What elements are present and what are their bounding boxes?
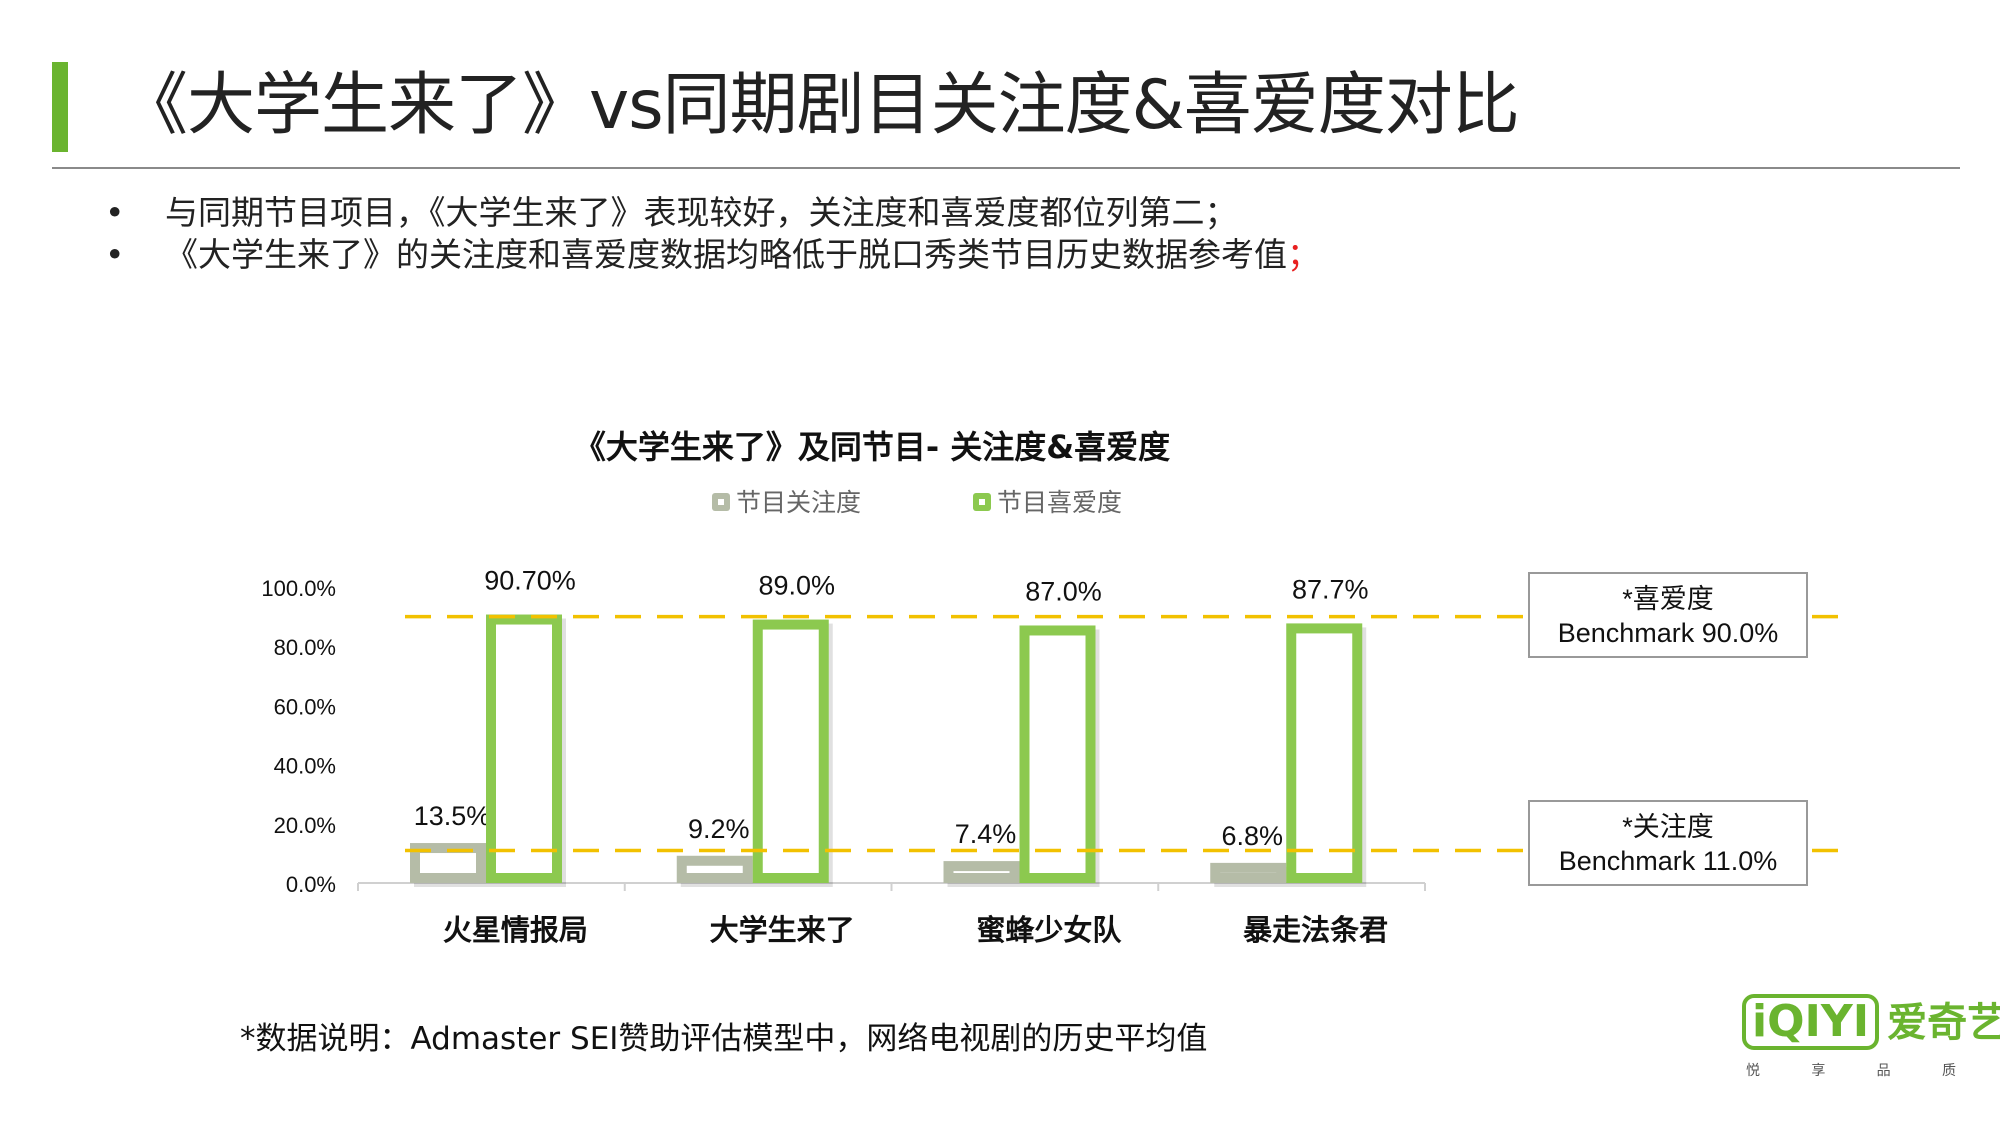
iqiyi-logo: iQIYI 爱奇艺 悦 享 品 质 bbox=[1742, 990, 2000, 1090]
bar bbox=[410, 843, 486, 883]
bullet-text: 《大学生来了》的关注度和喜爱度数据均略低于脱口秀类节目历史数据参考值 bbox=[165, 235, 1287, 274]
x-tick-label: 火星情报局 bbox=[443, 913, 588, 947]
benchmark-label: *关注度 bbox=[1622, 812, 1714, 842]
slogan-char: 质 bbox=[1941, 1063, 1956, 1079]
benchmark-box-liking: *喜爱度 Benchmark 90.0% bbox=[1528, 572, 1808, 658]
logo-mark: iQIYI 爱奇艺 bbox=[1742, 990, 2000, 1050]
data-label: 87.7% bbox=[1292, 574, 1369, 604]
bullet-suffix: ； bbox=[1287, 235, 1320, 274]
chart-title: 《大学生来了》及同节目- 关注度&喜爱度 bbox=[574, 428, 1170, 466]
bar bbox=[1019, 625, 1096, 883]
bullet-item: • 《大学生来了》的关注度和喜爱度数据均略低于脱口秀类节目历史数据参考值； bbox=[105, 234, 1320, 276]
benchmark-box-attention: *关注度 Benchmark 11.0% bbox=[1528, 800, 1808, 886]
legend-swatch-center bbox=[718, 499, 724, 505]
y-tick-label: 0.0% bbox=[286, 872, 336, 897]
x-tick-label: 大学生来了 bbox=[710, 913, 855, 947]
title-accent-bar bbox=[52, 62, 68, 152]
benchmark-value: Benchmark 11.0% bbox=[1558, 846, 1778, 876]
legend-label: 节目喜爱度 bbox=[997, 488, 1122, 517]
legend-swatch-center bbox=[979, 499, 985, 505]
bullet-item: • 与同期节目项目，《大学生来了》表现较好，关注度和喜爱度都位列第二； bbox=[105, 192, 1320, 234]
data-footnote: *数据说明：Admaster SEI赞助评估模型中，网络电视剧的历史平均值 bbox=[240, 1021, 1208, 1057]
y-tick-label: 60.0% bbox=[274, 694, 336, 719]
bullet-list: • 与同期节目项目，《大学生来了》表现较好，关注度和喜爱度都位列第二； • 《大… bbox=[105, 192, 1320, 276]
data-label: 6.8% bbox=[1221, 821, 1283, 851]
slogan-char: 享 bbox=[1811, 1063, 1826, 1079]
y-tick-label: 80.0% bbox=[274, 635, 336, 660]
bullet-text: 与同期节目项目，《大学生来了》表现较好，关注度和喜爱度都位列第二； bbox=[165, 193, 1238, 232]
bar bbox=[1286, 623, 1363, 884]
y-tick-label: 40.0% bbox=[274, 754, 336, 779]
logo-slogan: 悦 享 品 质 bbox=[1742, 1060, 1960, 1080]
logo-name: 爱奇艺 bbox=[1887, 1000, 2000, 1046]
title-divider bbox=[52, 167, 1960, 169]
bar bbox=[486, 614, 562, 883]
data-label: 9.2% bbox=[688, 814, 750, 844]
data-label: 87.0% bbox=[1025, 576, 1102, 606]
benchmark-label: *喜爱度 bbox=[1622, 584, 1714, 614]
bar bbox=[676, 855, 753, 884]
y-tick-label: 20.0% bbox=[274, 813, 336, 838]
bar bbox=[1210, 862, 1287, 884]
bar bbox=[752, 619, 829, 883]
bullet-marker: • bbox=[105, 193, 125, 232]
bullet-marker: • bbox=[105, 235, 125, 274]
x-tick-label: 暴走法条君 bbox=[1243, 913, 1388, 947]
slogan-char: 悦 bbox=[1746, 1063, 1760, 1079]
data-label: 13.5% bbox=[414, 801, 491, 831]
logo-brand: iQIYI bbox=[1742, 994, 1880, 1050]
page-title: 《大学生来了》vs同期剧目关注度&喜爱度对比 bbox=[120, 66, 1520, 145]
data-label: 89.0% bbox=[758, 571, 835, 601]
x-tick-label: 蜜蜂少女队 bbox=[976, 913, 1122, 947]
legend-label: 节目关注度 bbox=[736, 488, 861, 517]
benchmark-value: Benchmark 90.0% bbox=[1557, 618, 1779, 648]
slogan-char: 品 bbox=[1876, 1063, 1891, 1079]
data-label: 90.70% bbox=[484, 566, 576, 596]
data-label: 7.4% bbox=[955, 819, 1017, 849]
y-tick-label: 100.0% bbox=[261, 576, 336, 601]
bar bbox=[943, 861, 1020, 884]
